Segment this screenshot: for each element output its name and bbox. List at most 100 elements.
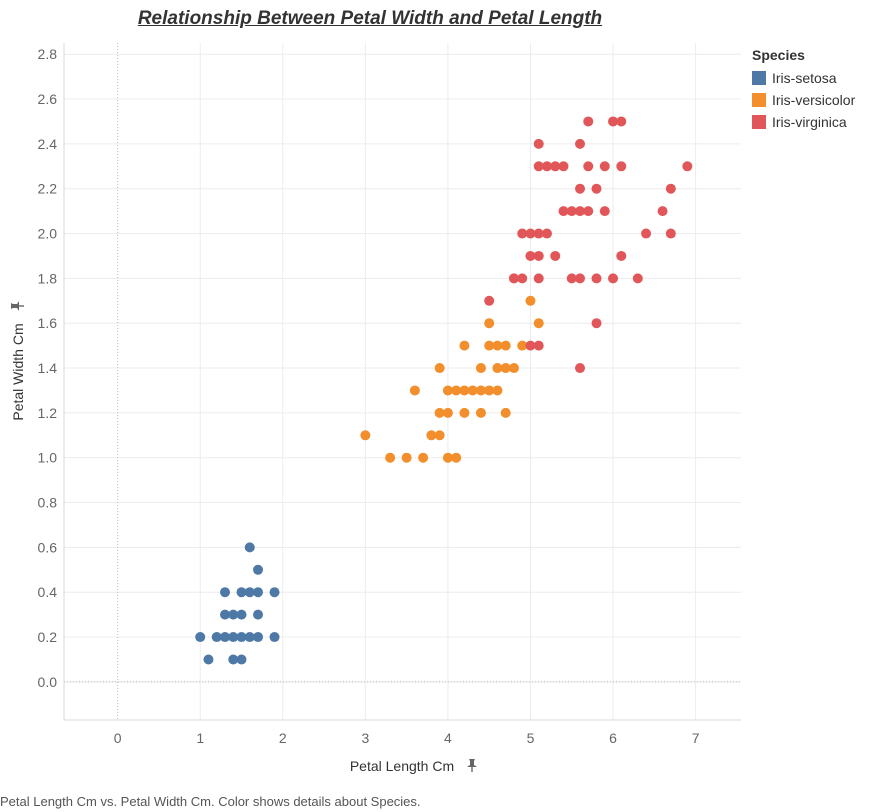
data-point-virginica: [583, 161, 594, 172]
data-point-virginica: [641, 228, 652, 239]
data-point-setosa: [244, 632, 255, 643]
data-point-virginica: [591, 318, 602, 329]
legend-label-versicolor: Iris-versicolor: [772, 92, 856, 108]
y-tick-label: 0.4: [38, 584, 58, 600]
data-point-virginica: [533, 340, 544, 351]
data-point-virginica: [517, 228, 528, 239]
data-point-versicolor: [385, 452, 396, 463]
x-tick-label: 7: [692, 730, 700, 746]
data-point-versicolor: [484, 340, 495, 351]
data-point-virginica: [665, 228, 676, 239]
data-point-versicolor: [484, 318, 495, 329]
data-point-virginica: [508, 273, 519, 284]
data-point-virginica: [533, 161, 544, 172]
data-points: [195, 116, 693, 665]
y-axis-title: Petal Width Cm: [10, 301, 26, 421]
data-point-versicolor: [459, 407, 470, 418]
data-point-virginica: [541, 228, 552, 239]
legend-label-setosa: Iris-setosa: [772, 70, 837, 86]
data-point-virginica: [550, 250, 561, 261]
data-point-setosa: [203, 654, 214, 665]
data-point-setosa: [253, 564, 264, 575]
data-point-setosa: [236, 609, 247, 620]
legend-swatch-setosa: [752, 71, 766, 85]
data-point-versicolor: [426, 430, 437, 441]
y-tick-label: 0.8: [38, 495, 58, 511]
y-tick-label: 1.2: [38, 405, 58, 421]
data-point-virginica: [566, 206, 577, 217]
legend-title: Species: [752, 47, 805, 63]
legend-label-virginica: Iris-virginica: [772, 114, 847, 130]
data-point-virginica: [657, 206, 668, 217]
data-point-setosa: [236, 587, 247, 598]
data-point-setosa: [269, 587, 280, 598]
data-point-virginica: [682, 161, 693, 172]
data-point-virginica: [616, 250, 627, 261]
data-point-versicolor: [459, 385, 470, 396]
y-tick-label: 2.8: [38, 46, 58, 62]
data-point-setosa: [211, 632, 222, 643]
y-tick-label: 1.8: [38, 270, 58, 286]
data-point-versicolor: [475, 407, 486, 418]
data-point-virginica: [541, 161, 552, 172]
data-point-versicolor: [442, 385, 453, 396]
data-point-virginica: [632, 273, 643, 284]
data-point-versicolor: [500, 340, 511, 351]
data-point-virginica: [608, 273, 619, 284]
gridlines: [64, 43, 741, 720]
x-tick-label: 6: [609, 730, 617, 746]
legend: Species Iris-setosa Iris-versicolor Iris…: [752, 47, 855, 133]
data-point-setosa: [219, 609, 230, 620]
data-point-virginica: [575, 183, 586, 194]
data-point-versicolor: [517, 340, 528, 351]
data-point-virginica: [591, 183, 602, 194]
data-point-virginica: [608, 116, 619, 127]
data-point-virginica: [616, 116, 627, 127]
x-tick-label: 5: [527, 730, 535, 746]
data-point-virginica: [575, 206, 586, 217]
data-point-virginica: [665, 183, 676, 194]
data-point-versicolor: [467, 385, 478, 396]
x-tick-label: 0: [114, 730, 122, 746]
data-point-versicolor: [451, 385, 462, 396]
data-point-setosa: [269, 632, 280, 643]
y-tick-label: 2.6: [38, 91, 58, 107]
data-point-setosa: [253, 632, 264, 643]
y-tick-label: 0.6: [38, 539, 58, 555]
data-point-versicolor: [475, 363, 486, 374]
data-point-versicolor: [451, 452, 462, 463]
data-point-versicolor: [442, 452, 453, 463]
data-point-virginica: [583, 116, 594, 127]
legend-item-virginica[interactable]: Iris-virginica: [752, 111, 855, 133]
x-tick-label: 2: [279, 730, 287, 746]
data-point-versicolor: [525, 295, 536, 306]
data-point-setosa: [195, 632, 206, 643]
data-point-versicolor: [484, 385, 495, 396]
data-point-versicolor: [442, 407, 453, 418]
y-tick-label: 2.0: [38, 226, 58, 242]
data-point-versicolor: [492, 340, 503, 351]
data-point-versicolor: [492, 363, 503, 374]
legend-swatch-virginica: [752, 115, 766, 129]
data-point-virginica: [525, 340, 536, 351]
data-point-versicolor: [475, 385, 486, 396]
data-point-virginica: [533, 250, 544, 261]
data-point-versicolor: [434, 363, 445, 374]
data-point-versicolor: [434, 430, 445, 441]
y-axis-pin-icon[interactable]: [11, 301, 24, 311]
data-point-virginica: [484, 295, 495, 306]
data-point-versicolor: [500, 363, 511, 374]
data-point-setosa: [219, 587, 230, 598]
data-point-virginica: [591, 273, 602, 284]
data-point-setosa: [228, 654, 239, 665]
y-axis-title-text: Petal Width Cm: [10, 323, 26, 420]
data-point-virginica: [583, 206, 594, 217]
x-tick-label: 4: [444, 730, 452, 746]
legend-item-setosa[interactable]: Iris-setosa: [752, 67, 855, 89]
axes: [63, 43, 741, 721]
legend-item-versicolor[interactable]: Iris-versicolor: [752, 89, 855, 111]
data-point-virginica: [558, 161, 569, 172]
data-point-setosa: [219, 632, 230, 643]
x-axis-pin-icon[interactable]: [467, 759, 477, 772]
data-point-virginica: [599, 161, 610, 172]
